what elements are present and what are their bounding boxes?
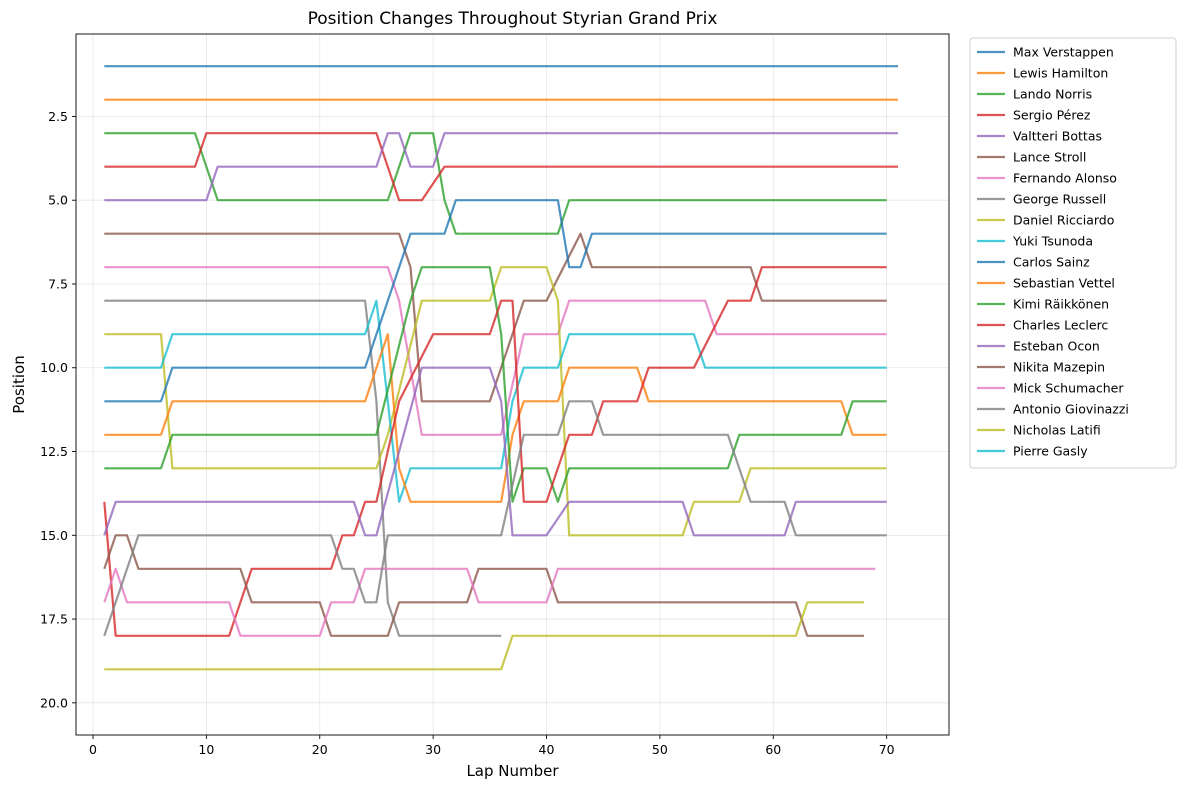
legend-label: Max Verstappen <box>1013 45 1114 60</box>
y-tick-label: 12.5 <box>40 444 68 459</box>
plot-frame <box>75 33 950 736</box>
x-tick-label: 40 <box>539 742 555 757</box>
series-line <box>103 567 876 637</box>
legend-label: Nicholas Latifi <box>1013 423 1101 438</box>
series-line <box>103 366 887 537</box>
series-line <box>104 299 502 637</box>
legend-label: Daniel Ricciardo <box>1013 213 1114 228</box>
series-line <box>104 266 887 436</box>
series-line <box>104 132 898 202</box>
legend-label: Antonio Giovinazzi <box>1013 402 1129 417</box>
legend-label: Sebastian Vettel <box>1013 276 1115 291</box>
series-line <box>104 266 887 537</box>
legend-label: Carlos Sainz <box>1013 255 1090 270</box>
legend-label: Yuki Tsunoda <box>1012 234 1093 249</box>
legend-label: Nikita Mazepin <box>1013 360 1105 375</box>
series-line <box>103 400 887 637</box>
legend-label: Lewis Hamilton <box>1013 66 1108 81</box>
x-tick-label: 60 <box>765 742 781 757</box>
legend-label: Charles Leclerc <box>1013 318 1108 333</box>
x-tick-label: 50 <box>652 742 668 757</box>
y-axis-label: Position <box>10 355 28 413</box>
legend-label: George Russell <box>1013 192 1106 207</box>
x-axis-label: Lap Number <box>466 762 559 780</box>
legend-label: Mick Schumacher <box>1013 381 1124 396</box>
legend-label: Sergio Pérez <box>1013 108 1091 123</box>
legend-label: Pierre Gasly <box>1013 444 1088 459</box>
series-line <box>104 333 887 503</box>
y-tick-label: 17.5 <box>40 612 68 627</box>
x-tick-label: 30 <box>425 742 441 757</box>
legend: Max Verstappen Lewis Hamilton Lando Norris… <box>969 37 1177 469</box>
legend-label: Fernando Alonso <box>1013 171 1117 186</box>
legend-box <box>969 37 1177 469</box>
series-line <box>104 199 887 403</box>
axis-ticks: 0 10 20 30 40 50 60 70 2.5 5.0 7.5 10.0 12.5 15.0 17.5… <box>40 109 894 757</box>
y-tick-label: 5.0 <box>48 193 68 208</box>
series-line <box>104 132 898 202</box>
chart-title: Position Changes Throughout Styrian Gran… <box>308 9 718 29</box>
y-tick-label: 20.0 <box>40 695 68 710</box>
series-line <box>104 232 887 403</box>
series-line <box>104 132 887 235</box>
series-lines <box>103 65 898 671</box>
series-line <box>104 601 864 671</box>
series-line <box>103 266 887 637</box>
legend-label: Lance Stroll <box>1013 150 1086 165</box>
y-tick-label: 7.5 <box>48 276 68 291</box>
legend-label: Esteban Ocon <box>1013 339 1100 354</box>
series-line <box>104 299 887 503</box>
y-tick-label: 10.0 <box>40 360 68 375</box>
x-tick-label: 70 <box>879 742 895 757</box>
legend-label: Valtteri Bottas <box>1013 129 1102 144</box>
legend-label: Lando Norris <box>1013 87 1092 102</box>
x-tick-label: 20 <box>312 742 328 757</box>
series-line <box>103 534 864 637</box>
y-tick-label: 15.0 <box>40 528 68 543</box>
series-line <box>104 266 887 503</box>
x-tick-label: 10 <box>198 742 214 757</box>
x-tick-label: 0 <box>89 742 97 757</box>
legend-label: Kimi Räikkönen <box>1013 297 1109 312</box>
y-tick-label: 2.5 <box>48 109 68 124</box>
